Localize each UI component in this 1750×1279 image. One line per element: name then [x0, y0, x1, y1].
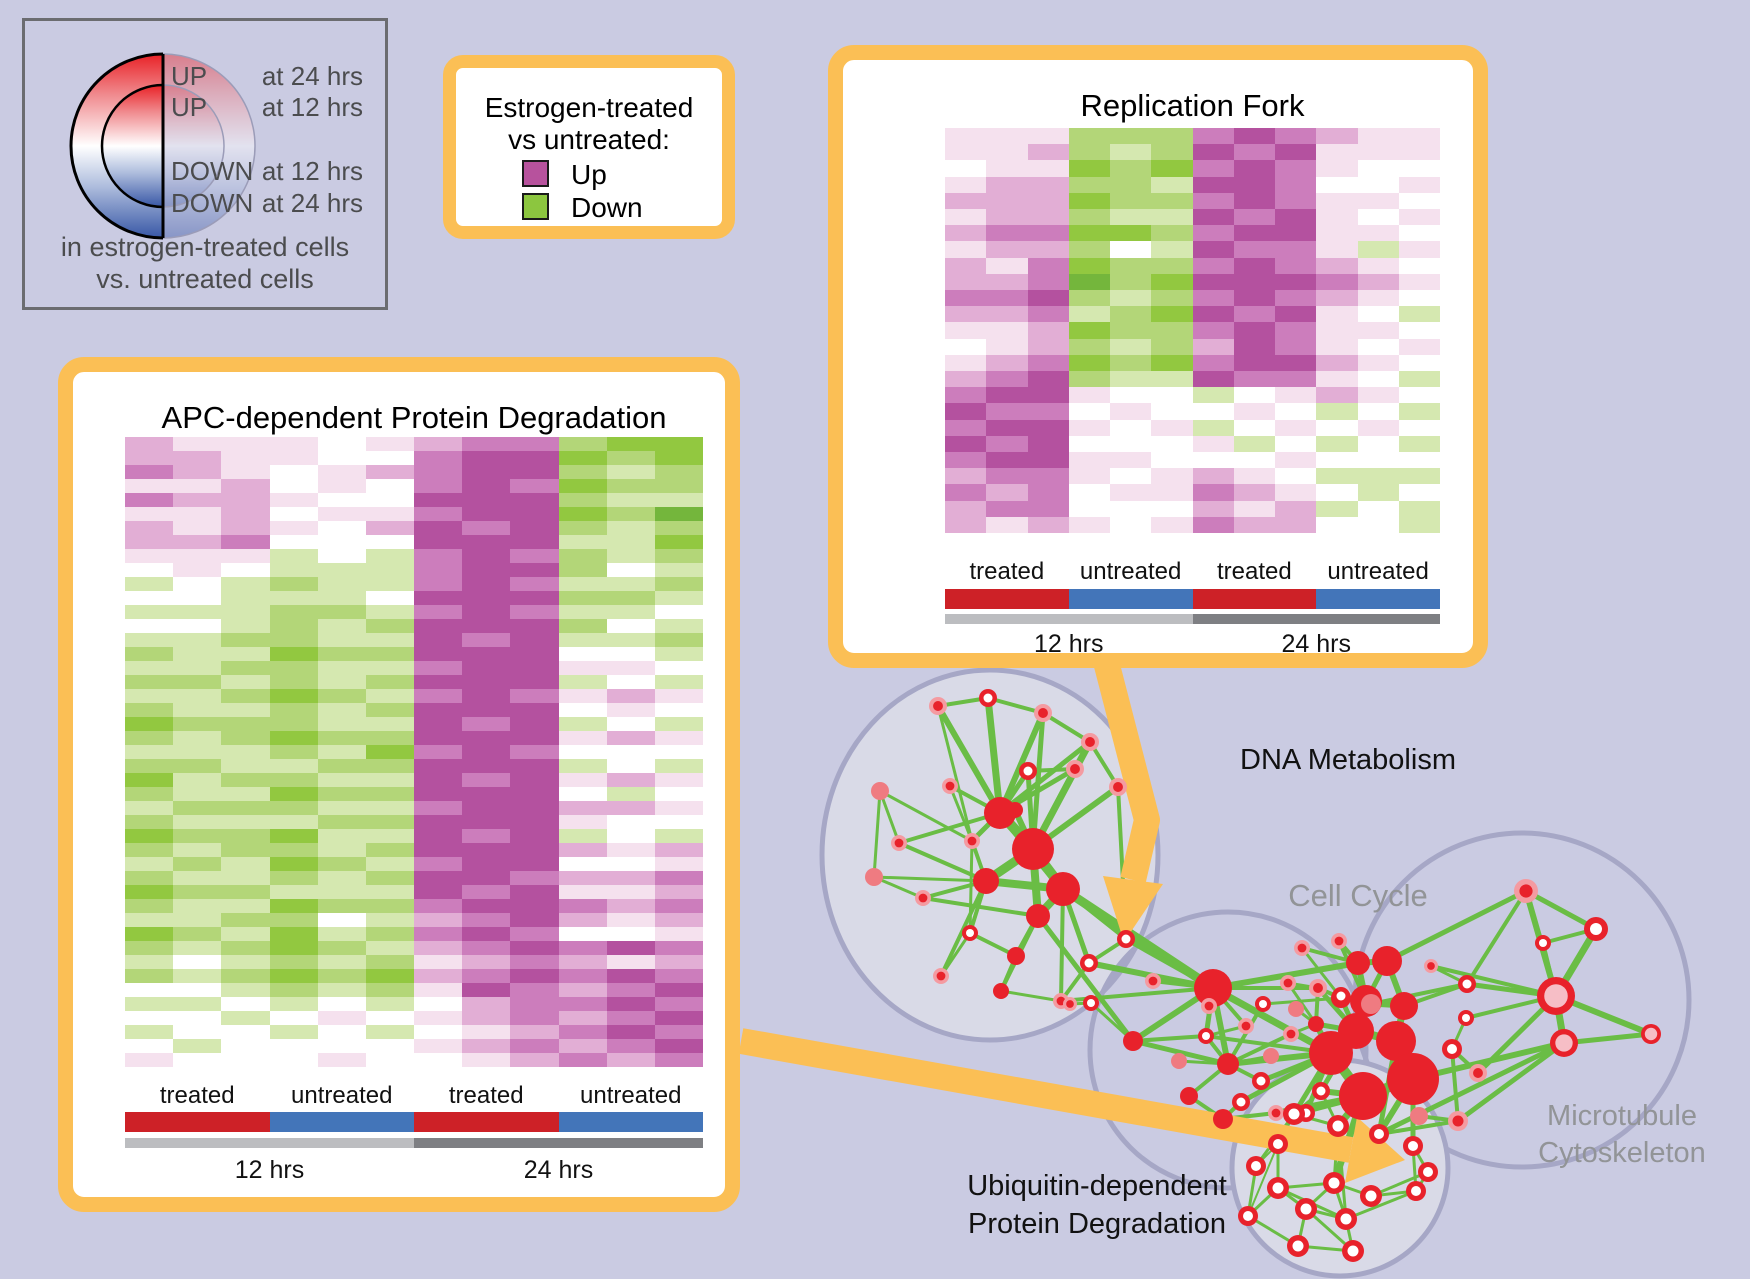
color-key-box: Estrogen-treated vs untreated: Up Down [443, 55, 735, 239]
apc-group-label: untreated [291, 1082, 393, 1109]
replication-fork-panel: Replication Fork treated untreated treat… [828, 45, 1488, 668]
legend-direction: UP [171, 92, 208, 122]
color-key-item-up: Up [522, 160, 607, 190]
rf-time-label-24: 24 hrs [1281, 630, 1351, 658]
legend-time: at 24 hrs [261, 188, 363, 218]
apc-bar-treated-24 [414, 1112, 559, 1132]
rf-group-labels: treated untreated treated untreated [945, 558, 1440, 586]
legend-row-up-24: UP at 24 hrs [25, 61, 385, 91]
legend-caption-line1: in estrogen-treated cells [60, 232, 350, 262]
apc-bar-untreated-24 [558, 1112, 703, 1132]
legend-caption-line2: vs. untreated cells [96, 264, 314, 294]
replication-fork-heatmap [945, 128, 1440, 534]
treatment-legend-box: UP at 24 hrs UP at 12 hrs DOWN at 12 hrs… [22, 18, 388, 310]
network-clusters [819, 667, 1692, 1279]
legend-direction: DOWN [171, 156, 254, 186]
network-labels: DNA Metabolism Cell Cycle Microtubule Cytos… [967, 744, 1706, 1240]
network-nodes [865, 689, 1661, 1262]
color-key-title-line2: vs untreated: [508, 124, 670, 155]
apc-treatment-bars [125, 1112, 703, 1132]
apc-time-label-24: 24 hrs [523, 1156, 594, 1184]
legend-row-down-24: DOWN at 24 hrs [25, 188, 385, 218]
svg-text:Protein Degradation: Protein Degradation [968, 1208, 1226, 1240]
apc-panel: APC-dependent Protein Degradation treate… [58, 357, 740, 1212]
rf-bar-untreated-24 [1316, 589, 1440, 609]
rf-bar-untreated-12 [1068, 589, 1193, 609]
svg-text:Cytoskeleton: Cytoskeleton [1538, 1137, 1706, 1169]
svg-text:Microtubule: Microtubule [1547, 1100, 1697, 1132]
replication-fork-title: Replication Fork [1080, 88, 1305, 123]
apc-group-label: treated [448, 1082, 524, 1109]
up-color-swatch [522, 160, 549, 187]
legend-time: at 12 hrs [261, 92, 363, 122]
up-label: Up [571, 159, 607, 190]
apc-time-labels: 12 hrs 24 hrs [125, 1156, 703, 1185]
down-color-swatch [522, 193, 549, 220]
apc-time-bars [125, 1138, 703, 1148]
apc-bar-treated-12 [125, 1112, 270, 1132]
apc-title: APC-dependent Protein Degradation [161, 400, 667, 435]
rf-time-labels: 12 hrs 24 hrs [945, 630, 1440, 659]
legend-row-down-12: DOWN at 12 hrs [25, 156, 385, 186]
legend-row-up-12: UP at 12 hrs [25, 92, 385, 122]
apc-group-labels: treated untreated treated untreated [125, 1082, 703, 1110]
rf-bar-treated-24 [1192, 589, 1317, 609]
rf-bar-24hrs [1192, 614, 1440, 624]
rf-group-label: treated [969, 558, 1045, 585]
rf-time-label-12: 12 hrs [1034, 630, 1104, 658]
color-key-title-line1: Estrogen-treated [484, 92, 694, 123]
legend-direction: DOWN [171, 188, 254, 218]
svg-text:Cell Cycle: Cell Cycle [1288, 878, 1428, 913]
apc-bar-untreated-12 [269, 1112, 414, 1132]
legend-direction: UP [171, 61, 208, 91]
network-arrows [738, 646, 1405, 1183]
rf-time-bars [945, 614, 1440, 624]
rf-bar-12hrs [945, 614, 1193, 624]
concentric-circles-icon [69, 52, 256, 240]
apc-bar-24hrs [414, 1138, 703, 1148]
network-edges [872, 694, 1654, 1253]
color-key-item-down: Down [522, 193, 643, 223]
apc-time-label-12: 12 hrs [234, 1156, 305, 1184]
apc-heatmap [125, 437, 704, 1067]
rf-treatment-bars [945, 589, 1440, 609]
rf-bar-treated-12 [945, 589, 1069, 609]
rf-group-label: untreated [1327, 558, 1429, 585]
down-label: Down [571, 192, 643, 223]
apc-bar-12hrs [125, 1138, 414, 1148]
svg-text:DNA Metabolism: DNA Metabolism [1240, 744, 1456, 776]
rf-group-label: treated [1217, 558, 1292, 585]
apc-group-label: untreated [580, 1082, 682, 1109]
apc-group-label: treated [159, 1082, 235, 1109]
legend-time: at 24 hrs [261, 61, 363, 91]
legend-time: at 12 hrs [261, 156, 363, 186]
rf-group-label: untreated [1079, 558, 1182, 585]
svg-text:Ubiquitin-dependent: Ubiquitin-dependent [967, 1170, 1227, 1202]
